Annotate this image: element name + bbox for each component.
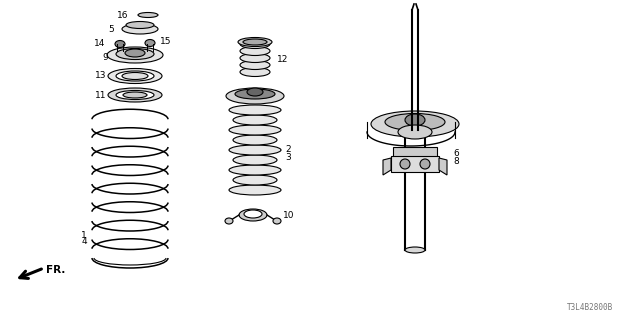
Ellipse shape (247, 88, 263, 96)
Ellipse shape (238, 37, 272, 46)
Ellipse shape (145, 39, 155, 46)
Text: 11: 11 (95, 91, 106, 100)
Ellipse shape (229, 105, 281, 115)
Ellipse shape (116, 49, 154, 60)
Ellipse shape (123, 92, 147, 98)
Ellipse shape (244, 210, 262, 218)
Text: 2: 2 (285, 146, 291, 155)
Ellipse shape (233, 155, 277, 165)
Ellipse shape (225, 218, 233, 224)
Ellipse shape (229, 145, 281, 155)
Ellipse shape (116, 91, 154, 100)
Ellipse shape (239, 209, 267, 221)
Ellipse shape (229, 125, 281, 135)
Ellipse shape (420, 159, 430, 169)
Ellipse shape (400, 159, 410, 169)
Ellipse shape (371, 111, 459, 137)
Text: T3L4B2800B: T3L4B2800B (567, 303, 613, 312)
Ellipse shape (108, 88, 162, 102)
Ellipse shape (240, 53, 270, 62)
Ellipse shape (385, 114, 445, 131)
Text: 12: 12 (277, 55, 289, 65)
Text: 5: 5 (108, 25, 114, 34)
Ellipse shape (233, 115, 277, 125)
Ellipse shape (273, 218, 281, 224)
Bar (391, 156, 439, 172)
Ellipse shape (405, 114, 425, 126)
Ellipse shape (240, 46, 270, 55)
Ellipse shape (107, 47, 163, 63)
Text: FR.: FR. (46, 265, 65, 275)
Ellipse shape (243, 39, 267, 45)
Text: 15: 15 (160, 37, 172, 46)
Polygon shape (383, 158, 391, 175)
Bar (393, 147, 437, 157)
Text: 3: 3 (285, 154, 291, 163)
Text: 4: 4 (81, 237, 87, 246)
Ellipse shape (226, 88, 284, 104)
Ellipse shape (235, 89, 275, 99)
Ellipse shape (240, 68, 270, 76)
Ellipse shape (138, 12, 158, 18)
Ellipse shape (233, 175, 277, 185)
Text: 1: 1 (81, 230, 87, 239)
Ellipse shape (122, 24, 158, 34)
Text: 8: 8 (453, 156, 459, 165)
Ellipse shape (126, 21, 154, 28)
Ellipse shape (240, 60, 270, 69)
Text: 16: 16 (116, 11, 128, 20)
Text: 13: 13 (95, 71, 106, 81)
Text: 14: 14 (93, 39, 105, 49)
Text: 6: 6 (453, 148, 459, 157)
Ellipse shape (233, 135, 277, 145)
Polygon shape (439, 158, 447, 175)
Text: 10: 10 (283, 212, 294, 220)
Ellipse shape (229, 165, 281, 175)
Ellipse shape (229, 185, 281, 195)
Ellipse shape (398, 125, 432, 139)
Ellipse shape (405, 247, 425, 253)
Text: 9: 9 (102, 52, 108, 61)
Ellipse shape (116, 71, 154, 81)
Ellipse shape (122, 73, 148, 79)
Ellipse shape (115, 41, 125, 47)
Ellipse shape (125, 49, 145, 57)
Ellipse shape (108, 68, 162, 84)
Ellipse shape (240, 39, 270, 49)
